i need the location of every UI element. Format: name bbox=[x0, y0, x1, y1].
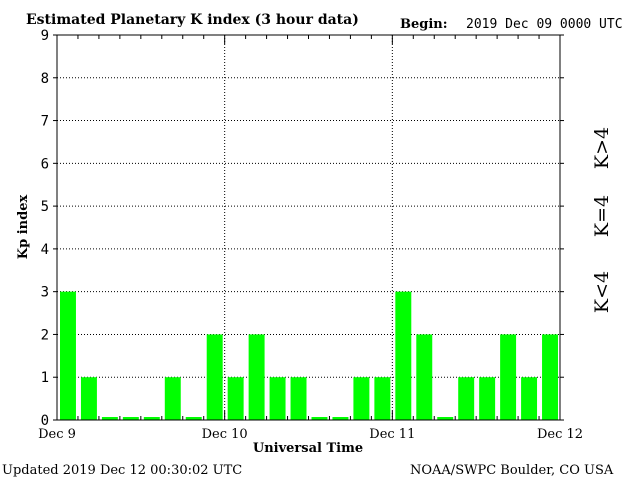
x-tick-label: Dec 12 bbox=[537, 427, 583, 442]
kp-bar bbox=[311, 417, 328, 420]
kp-bar bbox=[248, 334, 265, 420]
bars-group bbox=[60, 291, 558, 420]
y-tick-label: 9 bbox=[41, 28, 49, 44]
kp-bar bbox=[269, 377, 286, 420]
kp-bar bbox=[353, 377, 370, 420]
y-tick-label: 7 bbox=[41, 114, 49, 130]
kp-bar bbox=[479, 377, 496, 420]
kp-bar bbox=[374, 377, 391, 420]
legend-below-4: K<4 bbox=[591, 271, 613, 313]
x-tick-label: Dec 11 bbox=[369, 427, 415, 442]
kp-bar bbox=[143, 417, 160, 420]
y-tick-label: 5 bbox=[41, 199, 49, 215]
legend-equal-4: K=4 bbox=[591, 195, 613, 237]
kp-bar bbox=[80, 377, 97, 420]
y-tick-label: 0 bbox=[41, 413, 49, 429]
y-tick-label: 8 bbox=[41, 71, 49, 87]
begin-value: 2019 Dec 09 0000 UTC bbox=[466, 17, 623, 32]
source-credit: NOAA/SWPC Boulder, CO USA bbox=[410, 463, 614, 478]
grid-lines bbox=[57, 34, 560, 420]
kp-bar bbox=[500, 334, 517, 420]
y-tick-label: 3 bbox=[41, 285, 49, 301]
x-axis-label: Universal Time bbox=[253, 441, 363, 456]
plot-area-frame bbox=[56, 34, 561, 421]
x-tick-labels: Dec 9 Dec 10 Dec 11 Dec 12 bbox=[38, 427, 583, 442]
kp-bar bbox=[437, 417, 454, 420]
kp-bar bbox=[542, 334, 558, 420]
x-tick-label: Dec 9 bbox=[38, 427, 76, 442]
kp-bar bbox=[206, 334, 223, 420]
y-tick-label: 2 bbox=[41, 327, 49, 343]
kp-bar bbox=[458, 377, 475, 420]
y-tick-label: 6 bbox=[41, 156, 49, 172]
y-axis-label: Kp index bbox=[16, 195, 31, 260]
axis-ticks bbox=[53, 34, 564, 421]
chart-title: Estimated Planetary K index (3 hour data… bbox=[26, 12, 359, 28]
begin-label: Begin: bbox=[400, 17, 448, 32]
kp-bar bbox=[164, 377, 181, 420]
kp-bar bbox=[395, 291, 412, 420]
y-tick-label: 4 bbox=[41, 242, 49, 258]
kp-bar bbox=[185, 417, 202, 420]
kp-bar bbox=[332, 417, 349, 420]
kp-bar bbox=[290, 377, 307, 420]
x-tick-label: Dec 10 bbox=[202, 427, 248, 442]
kp-bar bbox=[521, 377, 538, 420]
kp-bar bbox=[227, 377, 244, 420]
kp-bar bbox=[416, 334, 433, 420]
y-tick-label: 1 bbox=[41, 370, 49, 386]
y-tick-labels: 0 1 2 3 4 5 6 7 8 9 bbox=[41, 28, 49, 429]
kp-bar bbox=[122, 417, 139, 420]
updated-timestamp: Updated 2019 Dec 12 00:30:02 UTC bbox=[2, 463, 242, 478]
kp-bar bbox=[60, 291, 76, 420]
kp-bar bbox=[101, 417, 118, 420]
legend-above-4: K>4 bbox=[591, 127, 613, 169]
